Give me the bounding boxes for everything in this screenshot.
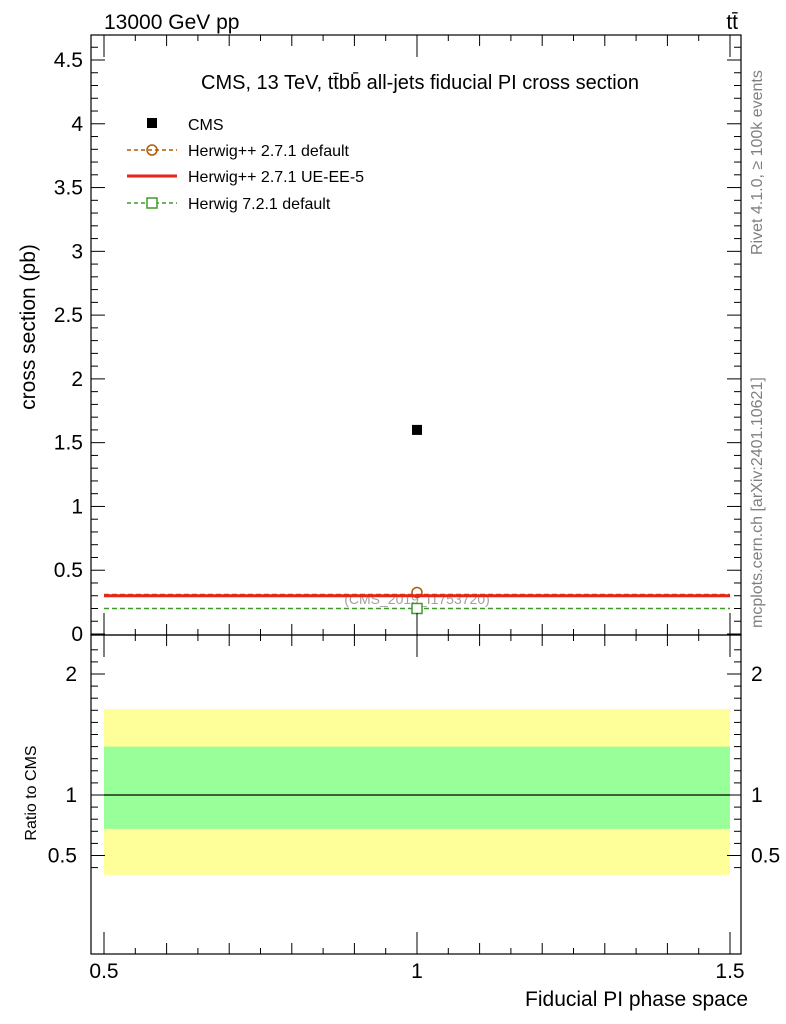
main-minor-ticks [91,46,741,622]
legend-marker-herwig7-default [146,197,158,209]
ratio-panel: 0.5 0.5 1 1 2 2 0.5 1 1.5 Ratio to CMS Fiducial… [23,35,780,1011]
legend-label-cms: CMS [188,117,224,134]
mcplots-label: mcplots.cern.ch [arXiv:2401.10621] [749,377,766,628]
main-y-tick-label: 4 [71,113,83,136]
x-tick-label: 1 [411,960,423,983]
main-y-tick-label: 4.5 [54,49,83,72]
ratio-y-tick-label-right: 0.5 [751,845,780,868]
ratio-y-tick-label: 0.5 [48,845,77,868]
x-tick-label: 1.5 [715,960,744,983]
main-y-tick-label: 2.5 [54,304,83,327]
legend-marker-herwigpp-default [146,144,158,156]
legend: CMS Herwig++ 2.7.1 default Herwig++ 2.7.… [127,117,364,213]
ratio-y-tick-label-right: 2 [751,663,763,686]
main-y-tick-label: 3 [71,240,83,263]
ratio-y-tick-label: 1 [65,784,77,807]
legend-label-herwigpp-default: Herwig++ 2.7.1 default [188,143,350,160]
legend-label-herwigpp-ueee5: Herwig++ 2.7.1 UE-EE-5 [188,169,364,186]
ratio-band-stat-uncertainty [104,746,730,829]
x-ticks: 0.5 1 1.5 [89,35,745,983]
series-marker-herwig7-default [411,602,423,615]
x-axis-label: Fiducial PI phase space [525,988,748,1011]
ratio-y-tick-label: 2 [65,663,77,686]
ratio-y-tick-label-right: 1 [751,784,763,807]
series-marker-cms [412,424,422,435]
main-y-ticks: 0 0.5 1 1.5 2 2.5 3 3.5 4 4.5 [54,49,741,646]
main-y-axis-label: cross section (pb) [17,244,40,410]
main-y-tick-label: 2 [71,368,83,391]
main-y-tick-label: 0.5 [54,559,83,582]
chart-title: CMS, 13 TeV, tt̄bb̄ all-jets fiducial PI… [201,71,639,94]
main-y-tick-label: 1.5 [54,432,83,455]
ratio-frame [90,634,742,955]
energy-label: 13000 GeV pp [104,11,239,34]
main-y-tick-label: 3.5 [54,177,83,200]
main-series-layer [104,424,730,615]
series-marker-herwigpp-default [411,586,423,599]
main-y-tick-label: 0 [71,623,83,646]
rivet-label: Rivet 4.1.0, ≥ 100k events [749,70,766,255]
ratio-y-axis-label: Ratio to CMS [23,745,40,840]
main-panel: 0 0.5 1 1.5 2 2.5 3 3.5 4 4.5 CMS, 13 TeV, tt̄bb̄… [17,34,742,646]
ratio-y-ticks: 0.5 0.5 1 1 2 2 [48,649,780,869]
ratio-bands [104,709,730,875]
legend-label-herwig7-default: Herwig 7.2.1 default [188,196,331,213]
legend-marker-cms [147,118,157,128]
x-tick-label: 0.5 [89,960,118,983]
process-label: tt̄ [726,11,738,34]
main-y-tick-label: 1 [71,495,83,518]
